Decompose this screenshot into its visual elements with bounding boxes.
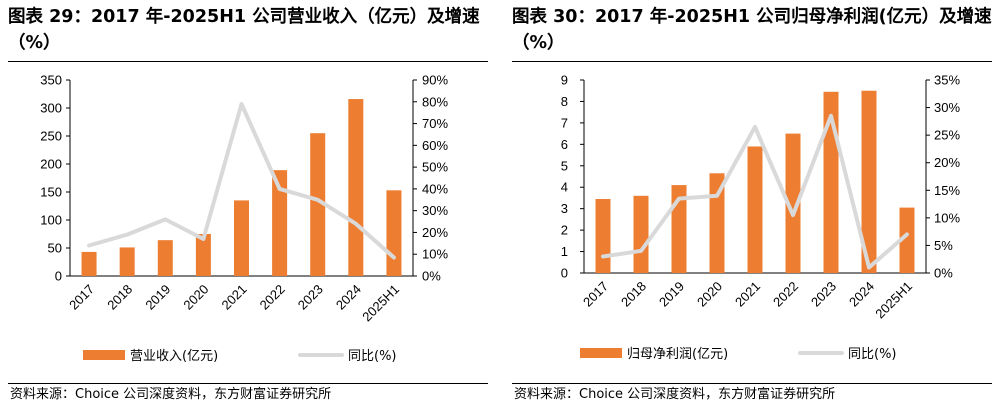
- y-left-tick-label: 6: [561, 137, 568, 152]
- legend-line-label: 同比(%): [348, 349, 397, 364]
- y-right-tick-label: 25%: [934, 128, 960, 143]
- bar: [595, 199, 611, 273]
- legend-bar-swatch: [83, 350, 125, 360]
- y-right-tick-label: 35%: [934, 73, 960, 88]
- x-tick-label: 2022: [770, 279, 801, 310]
- bar: [633, 195, 649, 273]
- bar: [747, 146, 763, 273]
- bar: [195, 234, 211, 276]
- x-tick-label: 2021: [732, 279, 763, 310]
- x-tick-label: 2023: [295, 282, 326, 313]
- x-tick-label: 2019: [142, 282, 173, 313]
- y-left-tick-label: 9: [561, 73, 568, 88]
- yoy-growth-line: [601, 113, 909, 270]
- source-note: 资料来源：Choice 公司深度资料，东方财富证券研究所: [10, 387, 332, 402]
- y-right-tick-label: 40%: [422, 181, 448, 196]
- x-tick-label: 2025H1: [872, 279, 915, 322]
- bar: [348, 99, 364, 276]
- y-left-tick-label: 0: [561, 266, 568, 281]
- x-tick-label: 2019: [656, 279, 687, 310]
- y-left-tick-label: 100: [40, 213, 62, 228]
- y-right-tick-label: 20%: [934, 155, 960, 170]
- x-tick-label: 2025H1: [359, 282, 402, 325]
- y-right-tick-label: 30%: [934, 100, 960, 115]
- title-divider: [512, 61, 992, 62]
- bar: [81, 251, 97, 276]
- yoy-growth-line: [87, 102, 396, 260]
- x-tick-label: 2018: [618, 279, 649, 310]
- y-right-tick-label: 30%: [422, 203, 448, 218]
- legend-bar-label: 归母净利润(亿元): [627, 347, 728, 362]
- y-right-tick-label: 60%: [422, 138, 448, 153]
- y-left-tick-label: 1: [561, 244, 568, 259]
- y-right-tick-label: 10%: [934, 210, 960, 225]
- x-tick-label: 2024: [846, 279, 877, 310]
- y-right-tick-label: 90%: [422, 73, 448, 88]
- x-tick-label: 2020: [694, 279, 725, 310]
- bar: [272, 170, 288, 276]
- chart-title: 图表 30：2017 年-2025H1 公司归母净利润(亿元）及增速（%）: [512, 7, 992, 53]
- legend-bar-label: 营业收入(亿元): [130, 349, 218, 364]
- y-right-tick-label: 80%: [422, 94, 448, 109]
- net-profit-chart-panel: 图表 30：2017 年-2025H1 公司归母净利润(亿元）及增速（%） 0 1…: [512, 0, 992, 408]
- revenue-chart-panel: 图表 29：2017 年-2025H1 公司营业收入（亿元）及增速（%） 0 50…: [8, 0, 488, 408]
- bar: [310, 133, 326, 276]
- revenue-chart: 0 50 100 150 200 250 300 350 0% 10% 20% 30% 40% 50% 60…: [40, 73, 448, 365]
- y-left-tick-label: 300: [40, 101, 62, 116]
- y-left-tick-label: 4: [561, 180, 568, 195]
- net-profit-chart: 0 1 2 3 4 5 6 7 8 9 0% 5% 10% 15% 20% 25% 30% 35% 2017 2018…: [561, 73, 961, 363]
- y-right-tick-label: 10%: [422, 247, 448, 262]
- x-tick-label: 2022: [257, 282, 288, 313]
- bar: [157, 240, 173, 276]
- y-right-tick-label: 70%: [422, 116, 448, 131]
- x-tick-label: 2023: [808, 279, 839, 310]
- y-right-tick-label: 20%: [422, 225, 448, 240]
- bar: [234, 200, 249, 276]
- y-right-tick-label: 5%: [934, 238, 953, 253]
- source-divider: [8, 383, 488, 384]
- y-left-tick-label: 50: [48, 241, 62, 256]
- y-left-tick-label: 250: [40, 129, 62, 144]
- y-right-tick-label: 0%: [422, 269, 441, 284]
- bar: [386, 190, 402, 276]
- y-right-tick-label: 50%: [422, 160, 448, 175]
- x-tick-label: 2017: [580, 279, 611, 310]
- y-left-tick-label: 7: [561, 115, 568, 130]
- x-tick-label: 2021: [219, 282, 250, 313]
- bar: [709, 173, 725, 273]
- chart-title: 图表 29：2017 年-2025H1 公司营业收入（亿元）及增速（%）: [8, 7, 480, 53]
- legend-line-label: 同比(%): [848, 347, 897, 362]
- y-left-tick-label: 2: [561, 223, 568, 238]
- x-tick-label: 2020: [180, 282, 211, 313]
- y-left-tick-label: 3: [561, 201, 568, 216]
- y-left-tick-label: 5: [561, 158, 568, 173]
- x-tick-label: 2017: [66, 282, 97, 313]
- bar: [899, 207, 915, 273]
- y-left-tick-label: 0: [55, 269, 62, 284]
- x-tick-label: 2024: [333, 282, 364, 313]
- y-left-tick-label: 8: [561, 94, 568, 109]
- legend-bar-swatch: [580, 348, 622, 358]
- y-left-tick-label: 200: [40, 157, 62, 172]
- title-divider: [8, 61, 488, 62]
- bar: [119, 247, 135, 276]
- source-note: 资料来源：Choice 公司深度资料，东方财富证券研究所: [514, 387, 836, 402]
- y-left-tick-label: 350: [40, 73, 62, 88]
- bar: [785, 133, 801, 273]
- y-left-tick-label: 150: [40, 185, 62, 200]
- x-tick-label: 2018: [104, 282, 135, 313]
- y-right-tick-label: 0%: [934, 266, 953, 281]
- y-right-tick-label: 15%: [934, 183, 960, 198]
- source-divider: [512, 383, 992, 384]
- bar: [861, 90, 877, 273]
